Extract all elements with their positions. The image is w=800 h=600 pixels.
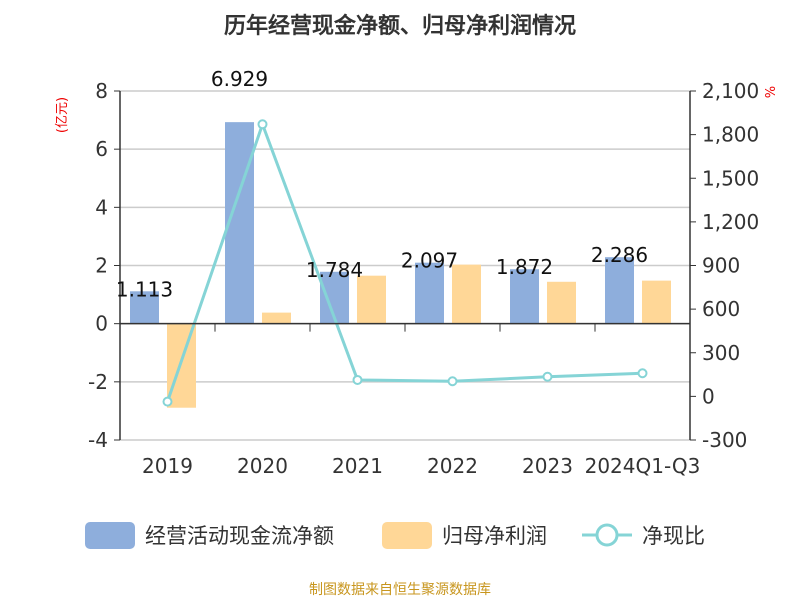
y-tick-label: 8 xyxy=(95,79,108,103)
bar-data-label: 1.113 xyxy=(116,277,173,301)
y-tick-label: 4 xyxy=(95,195,108,219)
legend-marker[interactable] xyxy=(595,523,619,547)
line-point xyxy=(542,371,553,382)
y2-tick-label: -300 xyxy=(702,428,747,452)
line-point xyxy=(162,396,173,407)
chart-title: 历年经营现金净额、归母净利润情况 xyxy=(224,13,576,39)
y2-tick-label: 1,500 xyxy=(702,166,759,190)
bar-cashflow xyxy=(510,269,539,324)
bar-cashflow xyxy=(130,291,159,324)
bar-net-profit xyxy=(262,312,291,324)
y2-tick-label: 600 xyxy=(702,297,740,321)
bar-data-label: 1.784 xyxy=(306,258,363,282)
y-tick-label: -4 xyxy=(88,428,108,452)
line-ratio xyxy=(166,119,643,403)
y-tick-label: 0 xyxy=(95,312,108,336)
bar-data-label: 2.286 xyxy=(591,243,648,267)
line-point xyxy=(257,119,268,130)
bar-net-profit xyxy=(167,323,196,408)
legend-label[interactable]: 净现比 xyxy=(642,524,705,548)
y-tick-label: 2 xyxy=(95,254,108,278)
source-note: 制图数据来自恒生聚源数据库 xyxy=(309,582,491,598)
x-tick-label: 2022 xyxy=(427,454,478,478)
y2-tick-label: 1,200 xyxy=(702,210,759,234)
y2-tick-label: 1,800 xyxy=(702,123,759,147)
bar-net-profit xyxy=(642,280,671,324)
line-point xyxy=(637,368,648,379)
y2-tick-label: 2,100 xyxy=(702,79,759,103)
y-axis-label: (亿元) xyxy=(55,97,70,133)
y-tick-label: -2 xyxy=(88,370,108,394)
bar-net-profit xyxy=(452,264,481,324)
y2-axis-label: % xyxy=(761,86,776,98)
x-tick-label: 2024Q1-Q3 xyxy=(585,454,701,478)
bar-data-label: 2.097 xyxy=(401,249,458,273)
line-point xyxy=(352,374,363,385)
line-point xyxy=(447,376,458,387)
y2-tick-label: 300 xyxy=(702,341,740,365)
legend-label[interactable]: 归母净利润 xyxy=(442,524,547,548)
x-tick-label: 2021 xyxy=(332,454,383,478)
bar-data-label: 1.872 xyxy=(496,255,553,279)
bar-cashflow xyxy=(415,262,444,324)
x-tick-label: 2019 xyxy=(142,454,193,478)
legend-swatch[interactable] xyxy=(382,522,432,549)
x-tick-label: 2020 xyxy=(237,454,288,478)
y2-tick-label: 0 xyxy=(702,384,715,408)
bar-cashflow xyxy=(605,257,634,324)
y-tick-label: 6 xyxy=(95,137,108,161)
y2-tick-label: 900 xyxy=(702,254,740,278)
x-tick-label: 2023 xyxy=(522,454,573,478)
legend-swatch[interactable] xyxy=(85,522,135,549)
bar-net-profit xyxy=(357,275,386,324)
bar-data-label: 6.929 xyxy=(211,67,268,91)
bar-net-profit xyxy=(547,281,576,324)
legend-label[interactable]: 经营活动现金流净额 xyxy=(145,524,334,548)
